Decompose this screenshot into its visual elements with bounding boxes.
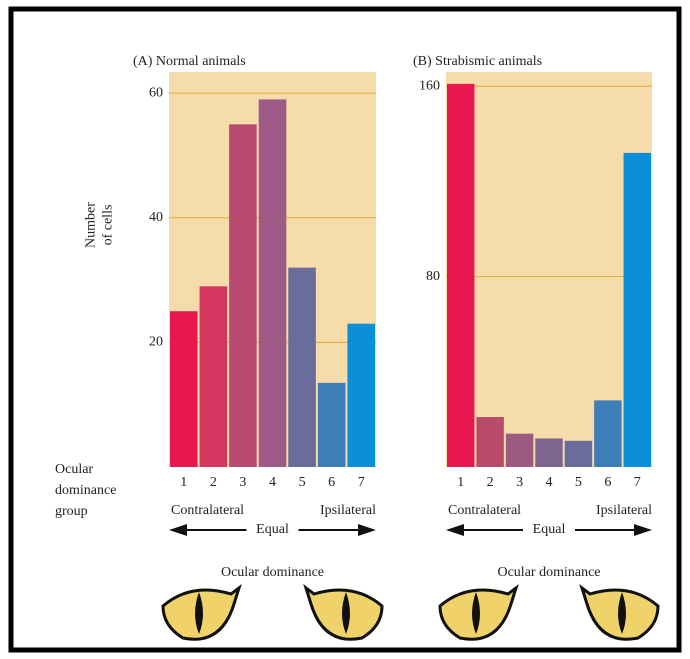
row-label: Ocular <box>55 462 93 477</box>
x-tick-label: 3 <box>516 475 523 490</box>
scale-right: Ipsilateral <box>596 503 652 518</box>
eye-icon <box>582 588 658 639</box>
eye-icon <box>440 588 516 639</box>
y-tick-label: 80 <box>426 269 440 284</box>
x-tick-label: 7 <box>634 475 641 490</box>
x-tick-label: 2 <box>210 475 217 490</box>
x-tick-label: 5 <box>575 475 582 490</box>
x-tick-label: 6 <box>328 475 335 490</box>
x-tick-label: 7 <box>358 475 365 490</box>
bar <box>318 383 346 467</box>
y-tick-label: 160 <box>419 78 440 93</box>
bar <box>565 441 592 467</box>
bar <box>170 311 198 467</box>
x-tick-label: 4 <box>546 475 553 490</box>
x-tick-label: 4 <box>269 475 276 490</box>
eye-icon <box>163 588 239 639</box>
arrow-head <box>169 524 187 536</box>
eye-icon <box>306 588 382 639</box>
bar <box>476 417 503 467</box>
x-tick-label: 5 <box>299 475 306 490</box>
arrow-head <box>358 524 376 536</box>
bar <box>506 434 533 467</box>
bar <box>447 84 474 467</box>
chart-title: (B) Strabismic animals <box>413 54 542 69</box>
chart-title: (A) Normal animals <box>133 54 246 69</box>
y-tick-label: 20 <box>149 335 163 350</box>
x-tick-label: 6 <box>604 475 611 490</box>
scale-left: Contralateral <box>171 503 244 518</box>
page: Ocular dominance group (A) Normal animals Nu… <box>0 0 690 659</box>
y-label-line: Number <box>84 202 99 248</box>
x-tick-label: 3 <box>239 475 246 490</box>
arrow-head <box>446 524 464 536</box>
figure: Ocular dominance group (A) Normal animals Nu… <box>0 0 690 659</box>
bar <box>288 268 316 467</box>
row-label: group <box>55 504 88 519</box>
x-axis-label: Ocular dominance <box>497 565 600 580</box>
x-axis-label: Ocular dominance <box>221 565 324 580</box>
scale-middle: Equal <box>256 522 289 537</box>
x-tick-label: 2 <box>487 475 494 490</box>
row-label: dominance <box>55 483 116 498</box>
y-label-line: of cells <box>101 205 116 246</box>
bar <box>229 124 257 467</box>
bar <box>535 438 562 467</box>
bar <box>624 153 651 467</box>
y-tick-label: 40 <box>149 210 163 225</box>
bar <box>200 286 228 467</box>
bar <box>347 324 375 467</box>
scale-middle: Equal <box>533 522 566 537</box>
x-tick-label: 1 <box>180 475 187 490</box>
scale-left: Contralateral <box>448 503 521 518</box>
bar <box>259 99 287 467</box>
x-tick-label: 1 <box>457 475 464 490</box>
arrow-head <box>634 524 652 536</box>
bar <box>594 400 621 467</box>
scale-right: Ipsilateral <box>320 503 376 518</box>
y-tick-label: 60 <box>149 85 163 100</box>
